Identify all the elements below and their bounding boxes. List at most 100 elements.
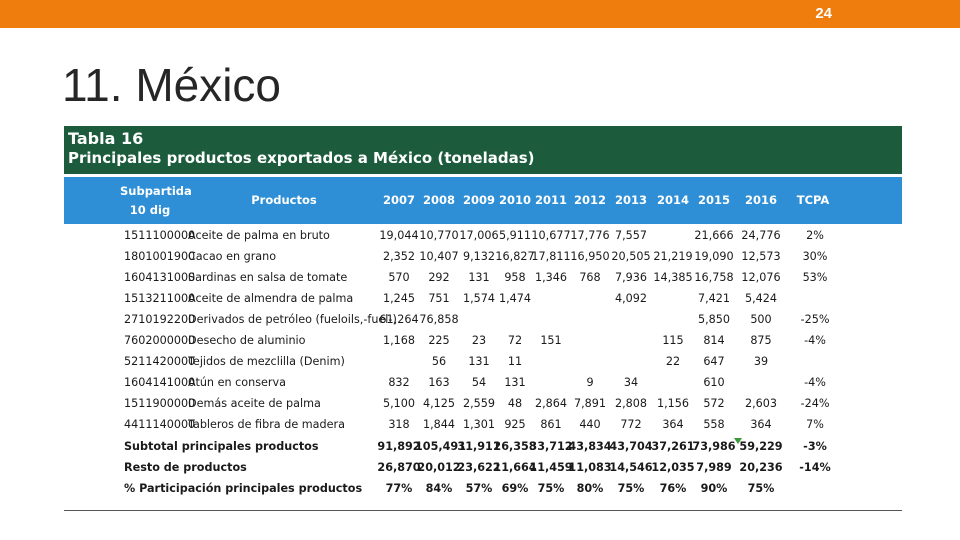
header-year-2009: 2009: [462, 193, 495, 207]
table-row: 7602000000 Desecho de aluminio 1,168 225 23 7…: [64, 331, 902, 352]
subpartida-code: 2710192200: [124, 313, 196, 326]
total-value-cell: 23,622: [457, 461, 501, 474]
total-row: % Participación principales productos 77%…: [64, 479, 902, 500]
subpartida-code: 1604131000: [124, 271, 196, 284]
value-cell: 958: [504, 271, 526, 284]
total-row: Resto de productos 26,870 20,012 23,622 11,6…: [64, 458, 902, 479]
value-cell: 1,574: [462, 292, 496, 305]
total-tcpa-cell: -14%: [799, 461, 831, 474]
table-row: 1511100000 Aceite de palma en bruto 19,044…: [64, 226, 902, 247]
value-cell: 751: [428, 292, 450, 305]
value-cell: 54: [471, 376, 487, 389]
value-cell: 131: [504, 376, 526, 389]
total-value-cell: 11,664: [493, 461, 537, 474]
value-cell: 7,891: [573, 397, 607, 410]
value-cell: 558: [703, 418, 725, 431]
total-value-cell: 12,035: [651, 461, 695, 474]
value-cell: 925: [504, 418, 526, 431]
value-cell: 14,385: [653, 271, 693, 284]
table-row: 1511900000 Demás aceite de palma 5,100 4,12…: [64, 394, 902, 415]
value-cell: 570: [388, 271, 410, 284]
value-cell: 1,346: [534, 271, 568, 284]
tcpa-cell: 30%: [802, 250, 828, 263]
value-cell: 225: [428, 334, 450, 347]
subpartida-code: 5211420000: [124, 355, 196, 368]
subpartida-code: 1513211000: [124, 292, 196, 305]
total-value-cell: 75%: [537, 482, 565, 495]
value-cell: 16,827: [495, 250, 535, 263]
header-year-2015: 2015: [697, 193, 730, 207]
total-value-cell: 26,358: [493, 440, 537, 453]
header-year-2014: 2014: [656, 193, 689, 207]
value-cell: 5,100: [382, 397, 416, 410]
value-cell: 1,168: [382, 334, 416, 347]
value-cell: 364: [750, 418, 772, 431]
header-tcpa: TCPA: [796, 193, 830, 207]
table-row: 1604131000 Sardinas en salsa de tomate 570…: [64, 268, 902, 289]
product-name: Derivados de petróleo (fueloils,-fuel-): [188, 313, 397, 326]
value-cell: 10,677: [531, 229, 571, 242]
total-value-cell: 75%: [747, 482, 775, 495]
value-cell: 163: [428, 376, 450, 389]
value-cell: 56: [431, 355, 447, 368]
value-cell: 318: [388, 418, 410, 431]
value-cell: 7,557: [614, 229, 648, 242]
value-cell: 832: [388, 376, 410, 389]
value-cell: 61,264: [379, 313, 419, 326]
table-row: 4411140000 Tableros de fibra de madera 318…: [64, 415, 902, 436]
total-value-cell: 84%: [425, 482, 453, 495]
value-cell: 34: [623, 376, 639, 389]
value-cell: 151: [540, 334, 562, 347]
value-cell: 10,407: [419, 250, 459, 263]
total-value-cell: 26,870: [377, 461, 421, 474]
value-cell: 4,125: [422, 397, 456, 410]
value-cell: 292: [428, 271, 450, 284]
tcpa-cell: -4%: [804, 376, 826, 389]
product-name: Cacao en grano: [188, 250, 277, 263]
product-name: Desecho de aluminio: [188, 334, 306, 347]
total-value-cell: 69%: [501, 482, 529, 495]
product-name: Aceite de almendra de palma: [188, 292, 354, 305]
value-cell: 572: [703, 397, 725, 410]
value-cell: 19,090: [694, 250, 734, 263]
value-cell: 9,132: [462, 250, 496, 263]
total-value-cell: 73,986: [692, 440, 736, 453]
total-value-cell: 20,012: [417, 461, 461, 474]
total-label: Subtotal principales productos: [124, 440, 319, 453]
total-label: Resto de productos: [124, 461, 247, 474]
table-row: 1604141000 Atún en conserva 832 163 54 131 9 34…: [64, 373, 902, 394]
value-cell: 23: [471, 334, 487, 347]
value-cell: 48: [507, 397, 523, 410]
total-value-cell: 59,229: [739, 440, 783, 453]
product-name: Atún en conserva: [188, 376, 286, 389]
product-name: Tejidos de mezclilla (Denim): [188, 355, 345, 368]
tcpa-cell: -4%: [804, 334, 826, 347]
subpartida-code: 4411140000: [124, 418, 196, 431]
value-cell: 7,936: [614, 271, 648, 284]
value-cell: 5,911: [498, 229, 532, 242]
value-cell: 768: [579, 271, 601, 284]
value-cell: 12,076: [741, 271, 781, 284]
top-accent-bar: [0, 0, 960, 28]
total-value-cell: 75%: [617, 482, 645, 495]
total-value-cell: 14,546: [609, 461, 653, 474]
product-name: Aceite de palma en bruto: [188, 229, 330, 242]
value-cell: 1,245: [382, 292, 416, 305]
table-row: 5211420000 Tejidos de mezclilla (Denim) 56…: [64, 352, 902, 373]
total-label: % Participación principales productos: [124, 482, 363, 495]
value-cell: 2,864: [534, 397, 568, 410]
subpartida-code: 7602000000: [124, 334, 196, 347]
value-cell: 1,844: [422, 418, 456, 431]
total-value-cell: 37,261: [651, 440, 695, 453]
value-cell: 500: [750, 313, 772, 326]
table-subtitle: Principales productos exportados a Méxic…: [68, 149, 535, 167]
subpartida-code: 1801001900: [124, 250, 196, 263]
table-bottom-rule: [64, 510, 902, 511]
total-value-cell: 43,704: [609, 440, 653, 453]
total-value-cell: 91,892: [377, 440, 421, 453]
value-cell: 647: [703, 355, 725, 368]
value-cell: 22: [665, 355, 681, 368]
export-table: Tabla 16 Principales productos exportado…: [64, 126, 902, 512]
table-row: 1513211000 Aceite de almendra de palma 1,2…: [64, 289, 902, 310]
value-cell: 814: [703, 334, 725, 347]
